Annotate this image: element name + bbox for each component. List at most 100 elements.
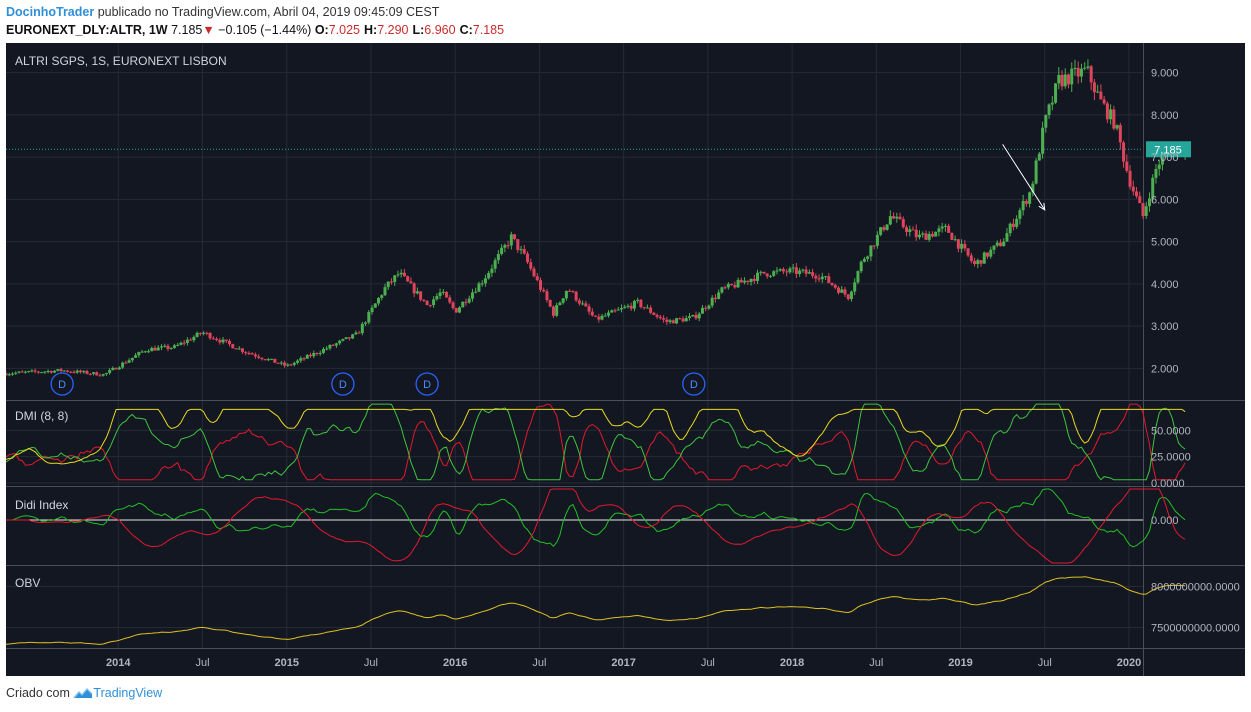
candle-body (636, 299, 640, 301)
candle-body (843, 289, 847, 295)
candle-body (1018, 210, 1022, 219)
candle-body (668, 320, 672, 322)
candle-body (509, 234, 513, 246)
candle (1034, 157, 1038, 185)
candle-body (697, 313, 701, 319)
candle (1063, 68, 1067, 89)
candle (700, 304, 704, 314)
candle-body (785, 271, 789, 273)
candle-body (454, 308, 458, 313)
candle (143, 350, 147, 354)
candle-body (538, 280, 542, 290)
candle-body (1031, 183, 1035, 193)
candle-body (1131, 186, 1135, 192)
candle (85, 369, 89, 375)
candle (743, 277, 747, 285)
candle-body (548, 300, 552, 307)
candle (542, 287, 546, 293)
candle-body (898, 216, 902, 220)
candle (1070, 62, 1074, 92)
candle (315, 352, 319, 356)
candle (393, 274, 397, 286)
candle (545, 288, 549, 303)
candle-body (960, 243, 964, 249)
candle-body (344, 337, 348, 339)
candle-body (321, 348, 325, 353)
candle-body (101, 374, 105, 376)
candle (668, 318, 672, 324)
candle-body (665, 319, 669, 322)
candle-body (684, 318, 688, 322)
candle (1131, 180, 1135, 196)
candle (626, 303, 630, 309)
candle (555, 302, 559, 318)
candle (697, 311, 701, 322)
candle-body (399, 272, 403, 275)
candle-body (775, 270, 779, 272)
candle-body (202, 332, 206, 334)
candle-body (856, 271, 860, 283)
candle-body (143, 351, 147, 353)
candle-body (671, 320, 675, 324)
candle-body (231, 344, 235, 349)
candle-body (626, 305, 630, 307)
candle (153, 345, 157, 351)
candle-body (1024, 200, 1028, 204)
candle (872, 244, 876, 250)
candle-body (710, 297, 714, 306)
candle-body (743, 280, 747, 283)
candle (347, 337, 351, 341)
candle (879, 226, 883, 237)
candle (937, 225, 941, 237)
candle-body (286, 364, 290, 366)
candle (629, 302, 633, 311)
candle (493, 257, 497, 273)
footer-prefix: Criado com (6, 686, 70, 700)
candle-body (140, 351, 144, 353)
candle (53, 369, 57, 374)
candle (211, 336, 215, 340)
candle-body (412, 283, 416, 294)
author-link[interactable]: DocinhoTrader (6, 5, 95, 19)
candle-body (228, 340, 232, 345)
time-axis-label: 2015 (274, 657, 298, 669)
candle-body (480, 283, 484, 285)
candle (354, 330, 358, 335)
candle-body (807, 272, 811, 274)
candle (202, 331, 206, 336)
candle (619, 304, 623, 313)
candle-body (30, 370, 34, 372)
candle (263, 358, 267, 361)
candle (862, 256, 866, 263)
candle (1096, 84, 1100, 94)
candle (412, 282, 416, 298)
candle (205, 331, 209, 336)
candle-body (824, 276, 828, 278)
tradingview-brand-link[interactable]: TradingView (93, 686, 163, 700)
candle-body (694, 315, 698, 319)
candle-body (1057, 75, 1061, 84)
candle-body (354, 332, 358, 335)
obv-line (6, 576, 1186, 645)
candle-body (1138, 196, 1142, 204)
candle (231, 343, 235, 349)
candle-body (762, 271, 766, 274)
candle-body (396, 274, 400, 276)
candle-body (927, 233, 931, 240)
candle-body (950, 232, 954, 240)
candle-body (947, 225, 951, 233)
tradingview-logo-icon (73, 687, 93, 702)
candle-body (367, 312, 371, 323)
dividend-marker-circle (331, 372, 355, 396)
didi-axis-label: 0.000 (1151, 515, 1179, 527)
candle (746, 280, 750, 285)
candle-body (124, 362, 128, 364)
chart-svg[interactable]: 7.185 D D D D ALTRI SGPS, 1S, EURONEXT LISBON… (6, 43, 1245, 676)
candle (950, 232, 954, 241)
candle-body (166, 345, 170, 349)
chart-canvas[interactable]: 7.185 D D D D ALTRI SGPS, 1S, EURONEXT LISBON… (6, 43, 1245, 676)
candle-body (1105, 103, 1109, 120)
candle-body (875, 234, 879, 246)
high-label: H: (364, 23, 378, 37)
candle (299, 356, 303, 363)
